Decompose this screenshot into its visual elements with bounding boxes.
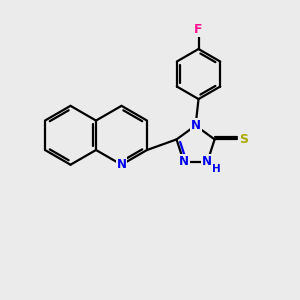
- Text: S: S: [239, 133, 248, 146]
- Text: N: N: [202, 155, 212, 168]
- Text: N: N: [190, 119, 201, 132]
- Text: N: N: [179, 155, 189, 168]
- Text: N: N: [116, 158, 127, 171]
- Text: H: H: [212, 164, 221, 174]
- Text: F: F: [194, 23, 203, 36]
